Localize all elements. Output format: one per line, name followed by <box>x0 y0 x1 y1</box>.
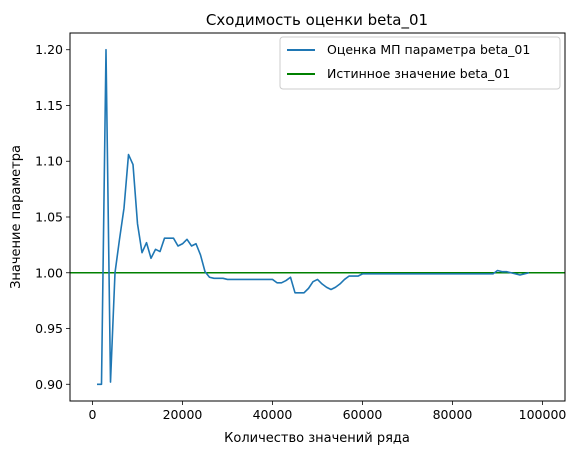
y-tick-label: 1.20 <box>35 42 63 57</box>
y-tick-label: 1.10 <box>35 154 63 169</box>
y-axis: 0.90 0.95 1.00 1.05 1.10 1.15 1.20 <box>35 42 70 392</box>
legend-label-estimate: Оценка МП параметра beta_01 <box>327 42 530 57</box>
x-tick-label: 100000 <box>519 407 567 422</box>
y-tick-label: 0.90 <box>35 377 63 392</box>
y-tick-label: 1.05 <box>35 210 63 225</box>
x-tick-label: 80000 <box>433 407 473 422</box>
plot-area <box>70 48 565 386</box>
legend-box <box>279 36 561 90</box>
x-axis: 0 20000 40000 60000 80000 100000 <box>89 401 567 422</box>
x-tick-label: 60000 <box>343 407 383 422</box>
x-tick-label: 20000 <box>163 407 203 422</box>
x-axis-label: Количество значений ряда <box>224 431 410 446</box>
y-tick-label: 0.95 <box>35 321 63 336</box>
x-tick-label: 40000 <box>253 407 293 422</box>
x-tick-label: 0 <box>89 407 97 422</box>
legend-label-true-value: Истинное значение beta_01 <box>327 66 510 81</box>
y-tick-label: 1.00 <box>35 265 63 280</box>
legend: Оценка МП параметра beta_01 Истинное зна… <box>279 36 561 90</box>
estimate-series-line <box>97 48 530 386</box>
y-tick-label: 1.15 <box>35 98 63 113</box>
y-axis-label: Значение параметра <box>9 145 24 289</box>
chart-title: Сходимость оценки beta_01 <box>206 11 428 30</box>
